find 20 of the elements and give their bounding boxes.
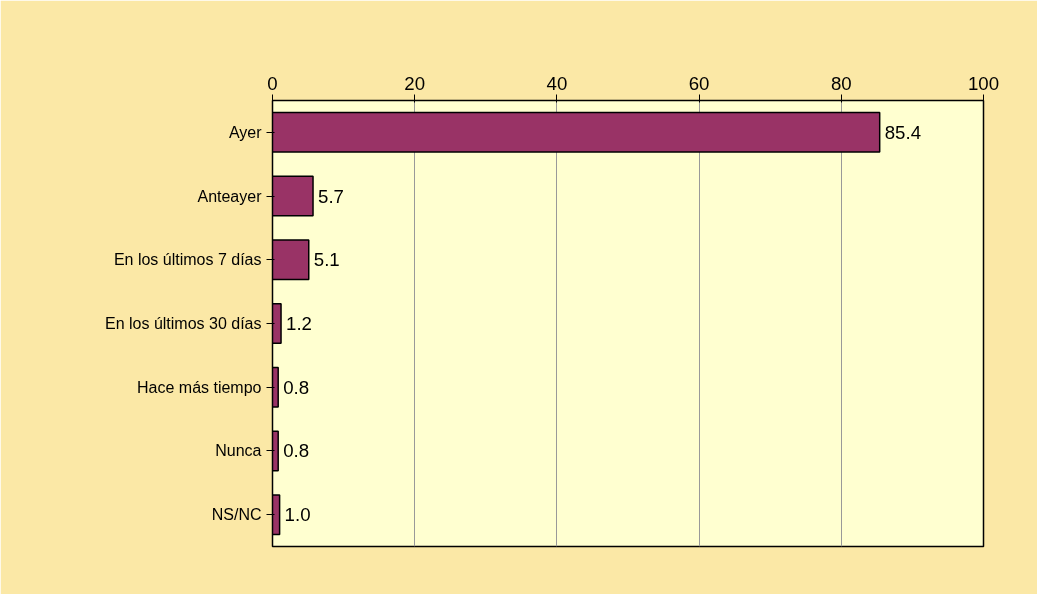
data-label: 85.4 — [884, 121, 922, 143]
data-label: 0.8 — [283, 440, 310, 462]
data-label: 5.7 — [318, 185, 344, 207]
y-tick-label: NS/NC — [211, 506, 262, 524]
y-tick-label: Ayer — [228, 123, 263, 141]
x-tick-label: 80 — [830, 72, 852, 94]
x-tick-label: 100 — [967, 72, 1000, 94]
y-tick-label: Nunca — [215, 442, 262, 460]
x-tick-label: 60 — [688, 72, 710, 94]
y-tick-label: Hace más tiempo — [137, 378, 262, 396]
data-label: 1.2 — [286, 313, 312, 334]
data-label: 1.0 — [284, 504, 311, 526]
data-label: 0.8 — [283, 376, 310, 398]
y-tick-label: En los últimos 7 días — [113, 251, 262, 269]
y-tick-label: Anteayer — [197, 187, 263, 205]
y-tick-label: En los últimos 30 días — [104, 315, 262, 332]
x-tick-label: 40 — [546, 72, 568, 94]
data-label: 5.1 — [313, 249, 340, 271]
x-tick-label: 0 — [267, 72, 278, 94]
x-tick-label: 20 — [404, 72, 426, 94]
